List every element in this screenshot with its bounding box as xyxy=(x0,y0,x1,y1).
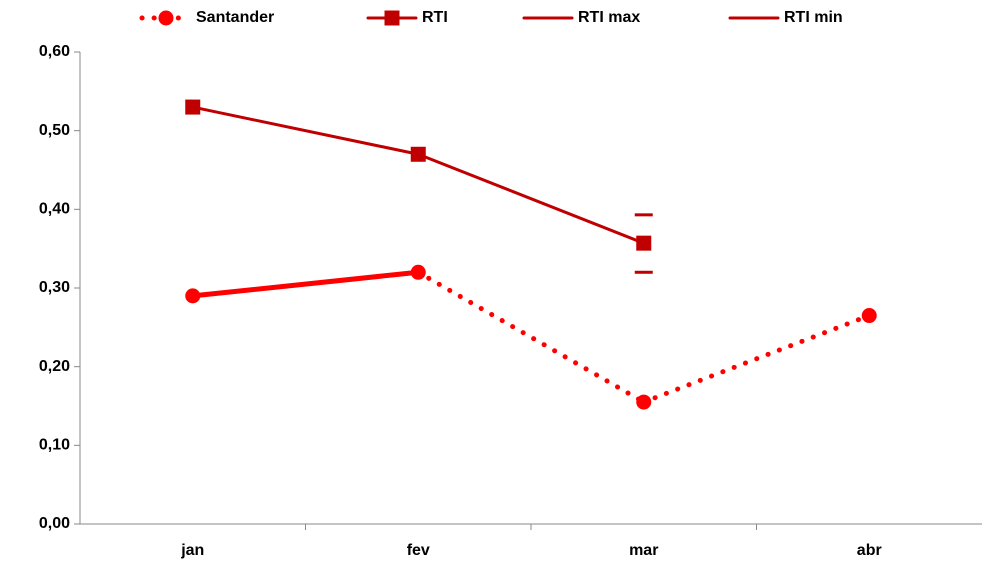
data-point xyxy=(861,308,877,324)
legend-marker xyxy=(745,16,763,20)
data-point xyxy=(185,288,201,304)
data-point xyxy=(185,99,201,115)
data-point xyxy=(636,235,652,251)
legend-label: RTI min xyxy=(784,9,843,26)
x-tick-label: mar xyxy=(629,542,658,559)
data-point xyxy=(634,213,653,217)
data-point xyxy=(636,394,652,410)
y-tick-label: 0,30 xyxy=(39,279,70,296)
series-line xyxy=(191,105,420,156)
series-line xyxy=(190,269,421,299)
legend-marker xyxy=(158,10,174,26)
y-tick-label: 0,50 xyxy=(39,122,70,139)
y-tick-label: 0,40 xyxy=(39,201,70,218)
y-tick-label: 0,10 xyxy=(39,437,70,454)
data-point xyxy=(634,270,653,274)
series-line xyxy=(415,269,647,405)
data-point xyxy=(410,264,426,280)
legend-marker xyxy=(539,16,557,20)
legend-label: Santander xyxy=(196,9,274,26)
y-tick-label: 0,60 xyxy=(39,43,70,60)
x-tick-label: fev xyxy=(407,542,430,559)
x-tick-label: abr xyxy=(857,542,882,559)
series-line xyxy=(641,313,872,405)
legend-label: RTI xyxy=(422,9,448,26)
data-point xyxy=(410,146,426,162)
legend-label: RTI max xyxy=(578,9,640,26)
legend-marker xyxy=(384,10,400,26)
y-tick-label: 0,20 xyxy=(39,358,70,375)
y-tick-label: 0,00 xyxy=(39,515,70,532)
series-line xyxy=(416,152,646,245)
x-tick-label: jan xyxy=(180,542,204,559)
